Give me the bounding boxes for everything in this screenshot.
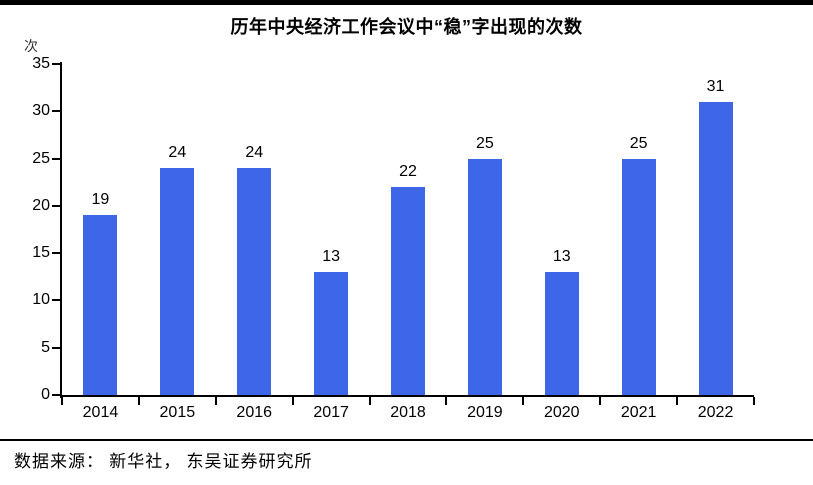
bar	[544, 272, 579, 395]
x-tick-mark	[753, 397, 755, 405]
chart-title: 历年中央经济工作会议中“稳”字出现的次数	[230, 17, 583, 37]
x-tick-label: 2017	[313, 404, 349, 421]
footer-divider-rule	[0, 439, 813, 441]
y-tick-label: 10	[32, 291, 50, 309]
bar	[83, 215, 118, 395]
x-tick-mark	[676, 397, 679, 405]
bar	[467, 159, 502, 395]
x-tick-mark	[291, 397, 294, 405]
bar-value-label: 13	[322, 248, 340, 265]
y-tick-label: 0	[41, 386, 50, 403]
x-axis-line	[60, 395, 754, 397]
y-tick-mark	[52, 110, 60, 113]
bar-value-label: 25	[629, 135, 648, 152]
x-tick-mark	[522, 397, 525, 405]
y-axis-unit-label: 次	[24, 38, 38, 54]
x-tick-label: 2016	[236, 404, 273, 421]
x-tick-mark	[368, 397, 371, 405]
bar	[237, 168, 272, 395]
y-tick-label: 35	[32, 55, 50, 72]
bar	[391, 187, 425, 395]
data-source-note: 数据来源： 新华社， 东吴证券研究所	[14, 452, 313, 471]
bar	[698, 102, 733, 395]
x-tick-label: 2015	[159, 404, 196, 421]
x-tick-mark	[599, 397, 602, 405]
y-tick-mark	[52, 204, 60, 207]
x-tick-label: 2018	[390, 404, 426, 421]
y-tick-mark	[52, 346, 60, 349]
x-tick-label: 2020	[543, 404, 580, 421]
y-tick-mark	[52, 63, 60, 65]
y-tick-label: 20	[32, 196, 50, 214]
bar-value-label: 31	[706, 78, 725, 95]
y-tick-mark	[52, 157, 60, 160]
y-axis-line	[60, 62, 62, 398]
x-tick-label: 2014	[82, 404, 119, 421]
bar-value-label: 24	[245, 144, 264, 161]
x-tick-mark	[445, 397, 448, 405]
x-tick-label: 2019	[467, 404, 503, 421]
y-tick-mark	[52, 394, 60, 396]
bar-value-label: 24	[168, 144, 187, 161]
x-tick-mark	[61, 397, 63, 405]
bar	[621, 159, 656, 395]
y-tick-label: 30	[32, 102, 50, 120]
bar	[314, 272, 349, 395]
top-divider-rule	[0, 0, 813, 5]
bar-value-label: 22	[399, 163, 417, 180]
y-tick-label: 5	[41, 338, 50, 356]
x-tick-label: 2021	[620, 404, 657, 421]
y-tick-label: 15	[32, 244, 50, 262]
bar	[160, 168, 195, 395]
y-tick-mark	[52, 299, 60, 302]
bar-value-label: 25	[475, 135, 494, 152]
x-tick-mark	[214, 397, 217, 405]
x-tick-label: 2022	[697, 404, 734, 421]
bar-value-label: 13	[552, 248, 571, 265]
y-tick-label: 25	[32, 149, 50, 167]
y-tick-mark	[52, 252, 60, 255]
x-tick-mark	[137, 397, 140, 405]
bar-value-label: 19	[91, 191, 110, 208]
